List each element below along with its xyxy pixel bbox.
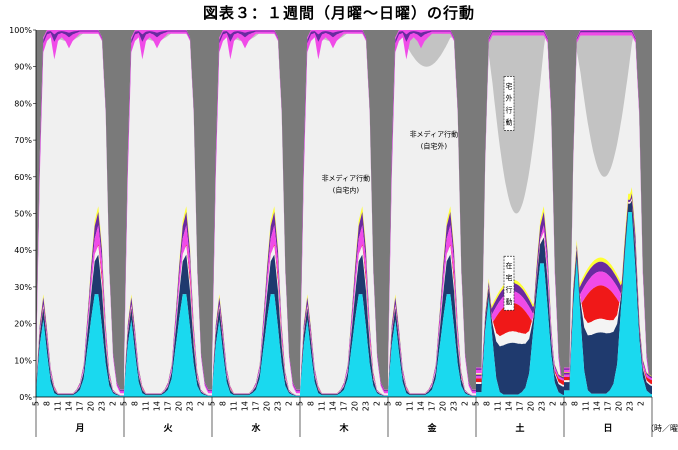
x-tick-label: 11 bbox=[54, 401, 63, 411]
vertical-annotation-char: 宅 bbox=[506, 81, 513, 90]
day-label: 火 bbox=[163, 423, 173, 434]
x-tick-label: 17 bbox=[604, 401, 613, 411]
x-tick-label: 11 bbox=[406, 401, 415, 411]
y-tick-label: 10% bbox=[14, 356, 32, 365]
x-tick-label: 2 bbox=[637, 401, 646, 406]
x-tick-label: 17 bbox=[516, 401, 525, 411]
y-tick-label: 30% bbox=[14, 283, 32, 292]
x-tick-label: 2 bbox=[109, 401, 118, 406]
x-tick-label: 20 bbox=[175, 401, 184, 411]
y-tick-label: 40% bbox=[14, 246, 32, 255]
chart-title: 図表３：１週間（月曜～日曜）の行動 bbox=[202, 4, 475, 22]
vertical-annotation-char: 外 bbox=[506, 93, 513, 102]
annotation-label: 非メディア行動 bbox=[322, 173, 371, 182]
band-tv bbox=[36, 212, 652, 397]
x-tick-label: 8 bbox=[131, 401, 140, 406]
x-tick-label: 17 bbox=[76, 401, 85, 411]
day-label: 日 bbox=[603, 423, 612, 434]
x-tick-label: 2 bbox=[373, 401, 382, 406]
x-tick-label: 17 bbox=[428, 401, 437, 411]
x-tick-label: 2 bbox=[285, 401, 294, 406]
x-tick-label: 23 bbox=[538, 401, 547, 411]
x-tick-label: 8 bbox=[571, 401, 580, 406]
day-label: 金 bbox=[426, 422, 437, 434]
x-tick-label: 14 bbox=[593, 401, 602, 411]
y-tick-label: 0% bbox=[19, 393, 32, 402]
x-tick-label: 14 bbox=[505, 401, 514, 411]
x-tick-label: 14 bbox=[153, 401, 162, 411]
vertical-arrow-box bbox=[503, 255, 515, 311]
vertical-arrow-box bbox=[503, 76, 515, 131]
x-tick-label: 8 bbox=[219, 401, 228, 406]
x-tick-label: 23 bbox=[274, 401, 283, 411]
x-tick-label: 2 bbox=[197, 401, 206, 406]
x-tick-label: 17 bbox=[340, 401, 349, 411]
x-tick-label: 20 bbox=[615, 401, 624, 411]
x-tick-label: 23 bbox=[98, 401, 107, 411]
x-tick-label: 8 bbox=[395, 401, 404, 406]
y-tick-label: 80% bbox=[14, 99, 32, 108]
x-tick-label: 11 bbox=[494, 401, 503, 411]
vertical-annotation-char: 動 bbox=[506, 117, 513, 126]
y-tick-label: 90% bbox=[14, 63, 32, 72]
vertical-annotation-char: 在 bbox=[506, 261, 513, 270]
y-tick-label: 100% bbox=[9, 26, 32, 35]
x-tick-label: 8 bbox=[43, 401, 52, 406]
x-tick-label: 11 bbox=[142, 401, 151, 411]
day-label: 土 bbox=[515, 422, 524, 434]
band-media-navy bbox=[36, 200, 652, 396]
x-tick-label: 23 bbox=[362, 401, 371, 411]
x-tick-label: 14 bbox=[329, 401, 338, 411]
y-tick-label: 50% bbox=[14, 210, 32, 219]
x-tick-label: 14 bbox=[417, 401, 426, 411]
axes: 0%10%20%30%40%50%60%70%80%90%100%5 8 11 14 1… bbox=[9, 26, 678, 437]
vertical-annotation-char: 行 bbox=[506, 285, 513, 294]
day-label: 月 bbox=[74, 423, 84, 434]
x-tick-label: 11 bbox=[318, 401, 327, 411]
x-tick-label: 23 bbox=[186, 401, 195, 411]
annotation-label: 非メディア行動 bbox=[410, 129, 459, 138]
vertical-annotation-char: 動 bbox=[506, 297, 513, 306]
day-label: 木 bbox=[338, 422, 349, 434]
x-tick-label: 2 bbox=[549, 401, 558, 406]
x-tick-label: 23 bbox=[626, 401, 635, 411]
x-tick-label: 8 bbox=[483, 401, 492, 406]
x-tick-label: 14 bbox=[241, 401, 250, 411]
y-tick-label: 60% bbox=[14, 173, 32, 182]
x-tick-label: 17 bbox=[164, 401, 173, 411]
vertical-annotation-char: 行 bbox=[506, 105, 513, 114]
x-tick-label: 23 bbox=[450, 401, 459, 411]
x-tick-label: 17 bbox=[252, 401, 261, 411]
plot-layers bbox=[36, 30, 652, 397]
band-outside bbox=[36, 30, 652, 390]
x-tick-label: 8 bbox=[307, 401, 316, 406]
y-tick-label: 20% bbox=[14, 320, 32, 329]
day-label: 水 bbox=[251, 422, 261, 434]
x-tick-label: 20 bbox=[263, 401, 272, 411]
y-tick-label: 70% bbox=[14, 136, 32, 145]
x-tick-label: 20 bbox=[87, 401, 96, 411]
annotation-sublabel: (自宅内) bbox=[333, 185, 360, 194]
x-tick-label: 2 bbox=[461, 401, 470, 406]
x-tick-label: 20 bbox=[527, 401, 536, 411]
x-tick-label: 20 bbox=[439, 401, 448, 411]
x-tick-label: 11 bbox=[582, 401, 591, 411]
x-unit-label: （時／曜日） bbox=[646, 424, 678, 433]
vertical-annotation-char: 宅 bbox=[506, 273, 513, 282]
annotation-sublabel: (自宅外) bbox=[421, 141, 448, 150]
x-tick-label: 20 bbox=[351, 401, 360, 411]
x-tick-label: 14 bbox=[65, 401, 74, 411]
x-tick-label: 11 bbox=[230, 401, 239, 411]
